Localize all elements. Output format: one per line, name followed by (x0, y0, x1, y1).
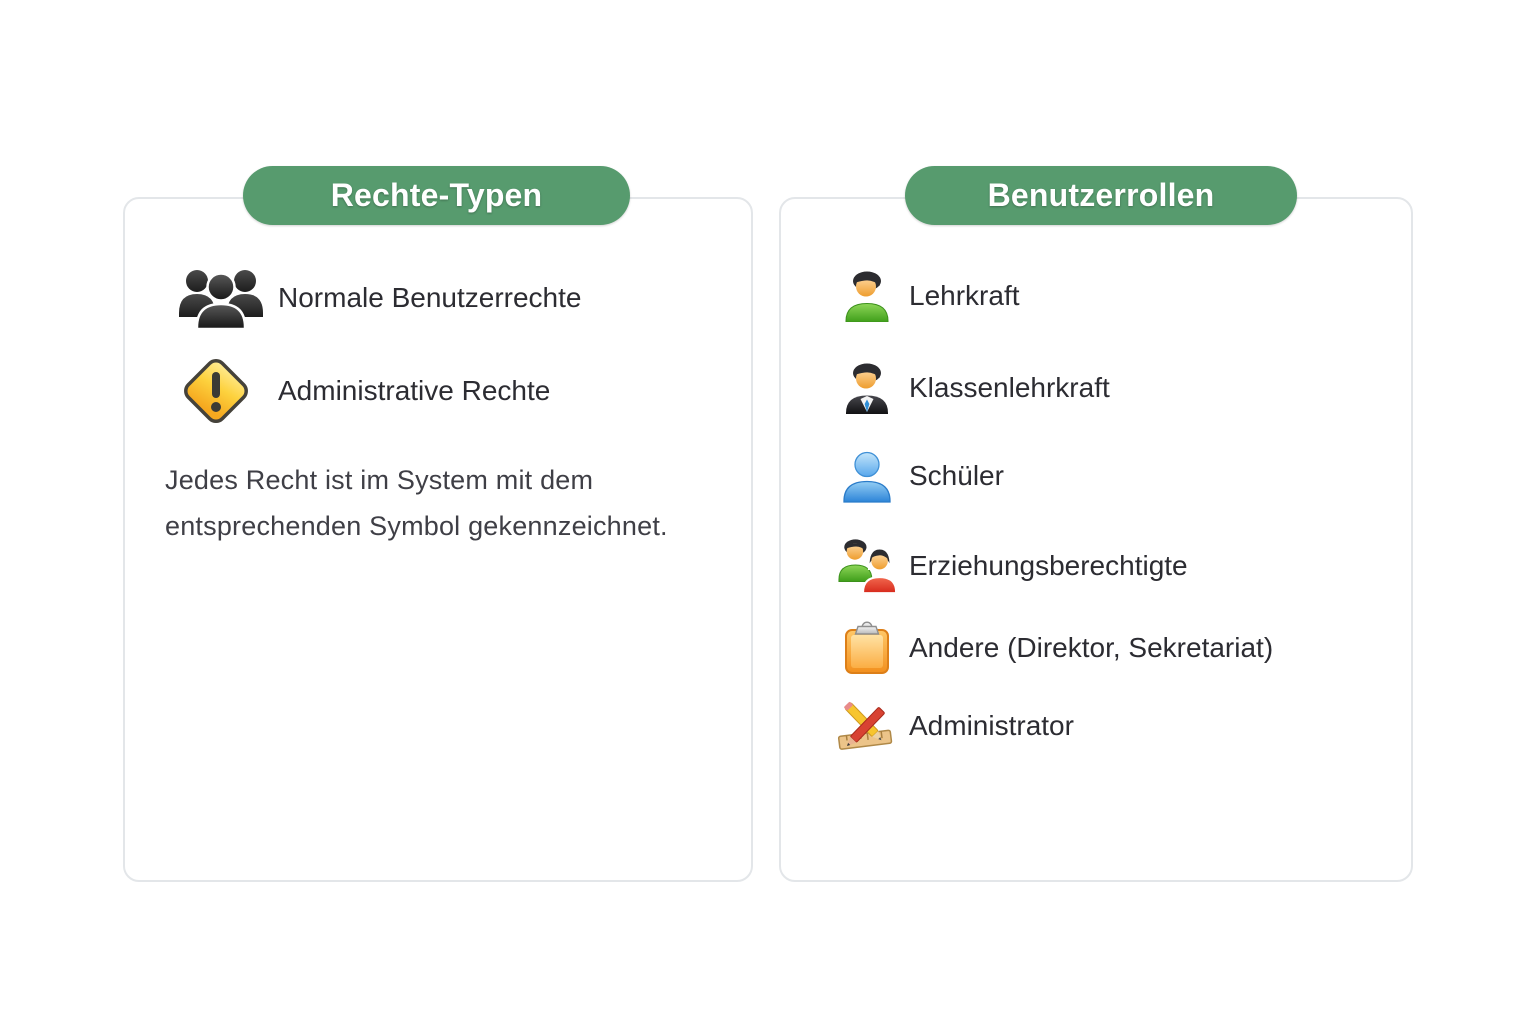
list-item: Schüler (837, 448, 1004, 504)
list-item: Erziehungsberechtigte (837, 537, 1188, 595)
parents-couple-icon (837, 537, 897, 595)
item-label: Schüler (909, 460, 1004, 491)
user-group-icon (177, 265, 265, 331)
item-label: Administrative Rechte (278, 375, 551, 406)
panel-title-rechte-typen: Rechte-Typen (243, 166, 630, 225)
description-line: Jedes Recht ist im System mit dem (165, 465, 594, 495)
item-label: Lehrkraft (909, 280, 1020, 311)
benutzerrollen-card: Lehrkraft Klassenlehrkr (779, 197, 1413, 882)
suit-person-icon (837, 362, 897, 414)
item-label: Erziehungsberechtigte (909, 550, 1188, 581)
list-item: Administrator (837, 698, 1074, 754)
description-line: entsprechenden Symbol gekennzeichnet. (165, 511, 668, 541)
list-item: Klassenlehrkraft (837, 360, 1110, 416)
warning-diamond-icon (174, 349, 258, 433)
teacher-person-icon (837, 270, 897, 322)
list-item: Andere (Direktor, Sekretariat) (837, 620, 1273, 676)
description-text: Jedes Recht ist im System mit dem entspr… (165, 457, 740, 549)
student-person-icon (837, 449, 897, 503)
item-label: Klassenlehrkraft (909, 372, 1110, 403)
item-label: Andere (Direktor, Sekretariat) (909, 632, 1274, 663)
panel-title-benutzerrollen: Benutzerrollen (905, 166, 1297, 225)
list-item: Normale Benutzerrechte (177, 265, 581, 331)
clipboard-icon (837, 620, 897, 676)
list-item: Lehrkraft (837, 268, 1020, 324)
rechte-typen-card: Normale Benutzerrechte Administrative Re… (123, 197, 753, 882)
item-label: Administrator (909, 710, 1074, 741)
list-item: Administrative Rechte (174, 349, 550, 433)
admin-tools-icon (837, 698, 897, 754)
item-label: Normale Benutzerrechte (278, 282, 582, 313)
